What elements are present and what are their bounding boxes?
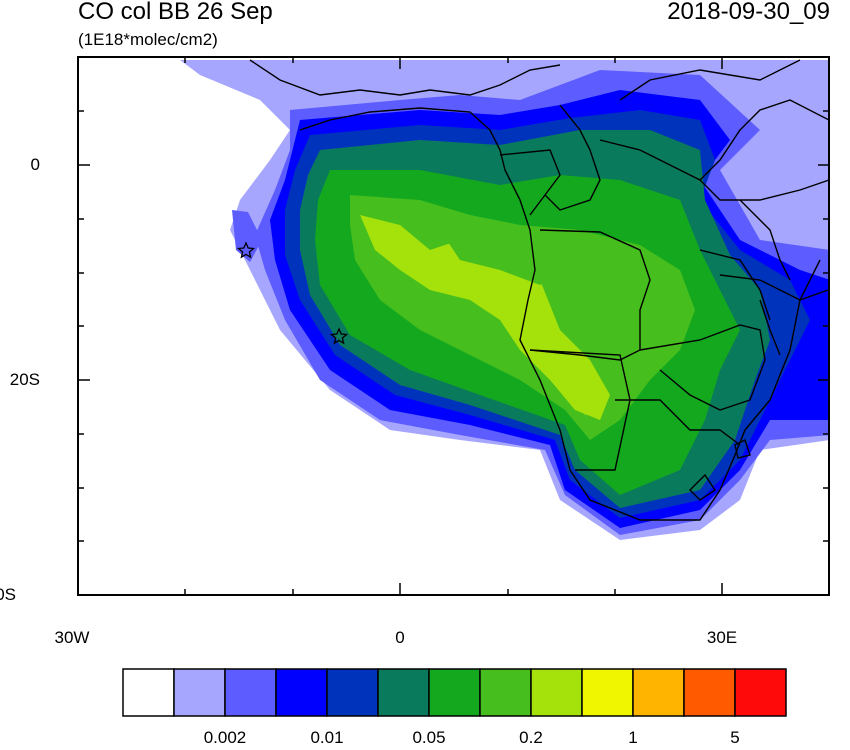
lon-ticks [184,57,723,595]
colorbar-swatch [173,668,226,717]
colorbar-label: 0.2 [519,728,543,747]
colorbar-swatch [224,668,277,717]
colorbar-swatch [377,668,430,717]
colorbar-swatch [326,668,379,717]
colorbar-label: 5 [730,728,740,747]
colorbar-label: 0.05 [412,728,446,747]
lon-label-0: 0 [395,628,405,647]
timestamp-label: 2018-09-30_09 [667,0,830,25]
colorbar-label: 0.01 [310,728,344,747]
colorbar-swatch [530,668,583,717]
lat-label-40s: 40S [0,585,16,604]
star-marker-1 [236,241,256,259]
lon-label-30w: 30W [54,628,90,647]
map-title: CO col BB 26 Sep [78,0,273,25]
lat-ticks [78,110,829,596]
units-label: (1E18*molec/cm2) [78,30,218,49]
colorbar-swatch [122,668,175,717]
colorbar-swatch [581,668,634,717]
lat-label-20s: 20S [9,370,40,389]
star-marker-2 [329,327,349,345]
lat-label-0: 0 [30,155,40,174]
colorbar-label: 1 [628,728,638,747]
country-borders [249,59,829,521]
colorbar [122,668,787,717]
colorbar-swatch [275,668,328,717]
co-concentration-field [180,60,829,540]
colorbar-label: 0.002 [203,728,247,747]
lon-label-30e: 30E [706,628,738,647]
colorbar-swatch [683,668,736,717]
colorbar-swatch [632,668,685,717]
colorbar-swatch [479,668,532,717]
colorbar-swatch [734,668,787,717]
colorbar-swatch [428,668,481,717]
